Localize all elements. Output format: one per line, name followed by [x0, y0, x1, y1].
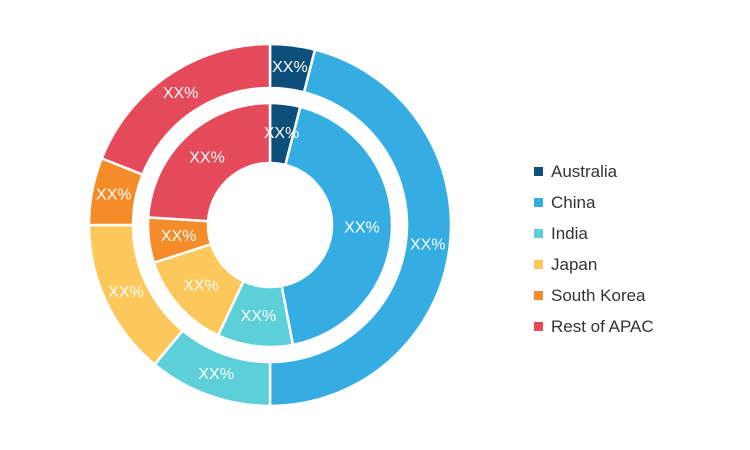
legend: Australia China India Japan South Korea … — [534, 156, 654, 342]
legend-swatch — [534, 229, 543, 238]
legend-swatch — [534, 260, 543, 269]
legend-swatch — [534, 322, 543, 331]
legend-label: China — [551, 192, 596, 212]
legend-label: South Korea — [551, 285, 646, 305]
inner-ring — [146, 101, 394, 349]
legend-swatch — [534, 291, 543, 300]
inner-slice-rest-of-apac — [146, 101, 272, 223]
legend-item-australia: Australia — [534, 156, 654, 187]
legend-label: Rest of APAC — [551, 316, 654, 336]
outer-label-japan: XX% — [108, 284, 144, 301]
inner-label-rest-of-apac: XX% — [189, 149, 225, 166]
outer-slice-china — [268, 48, 453, 408]
legend-item-south-korea: South Korea — [534, 280, 654, 311]
legend-label: India — [551, 223, 588, 243]
outer-label-south-korea: XX% — [96, 187, 132, 204]
legend-swatch — [534, 167, 543, 176]
legend-label: Australia — [551, 161, 618, 181]
outer-ring — [87, 42, 453, 408]
outer-label-china: XX% — [410, 236, 446, 253]
legend-item-china: China — [534, 187, 654, 218]
legend-label: Japan — [551, 254, 598, 274]
inner-label-india: XX% — [241, 308, 277, 325]
legend-item-india: India — [534, 218, 654, 249]
legend-swatch — [534, 198, 543, 207]
outer-label-australia: XX% — [272, 59, 308, 76]
inner-label-japan: XX% — [183, 277, 219, 294]
slice-labels: XX% XX% XX% XX% XX% XX% XX% XX% XX% XX% XX% XX% — [96, 59, 446, 383]
legend-item-japan: Japan — [534, 249, 654, 280]
inner-label-south-korea: XX% — [161, 228, 197, 245]
legend-item-rest-of-apac: Rest of APAC — [534, 311, 654, 342]
inner-slice-china — [280, 105, 394, 347]
outer-slice-rest-of-apac — [100, 42, 272, 176]
outer-label-rest-of-apac: XX% — [163, 85, 199, 102]
inner-label-china: XX% — [344, 219, 380, 236]
inner-label-australia: XX% — [264, 125, 300, 142]
outer-label-india: XX% — [198, 366, 234, 383]
